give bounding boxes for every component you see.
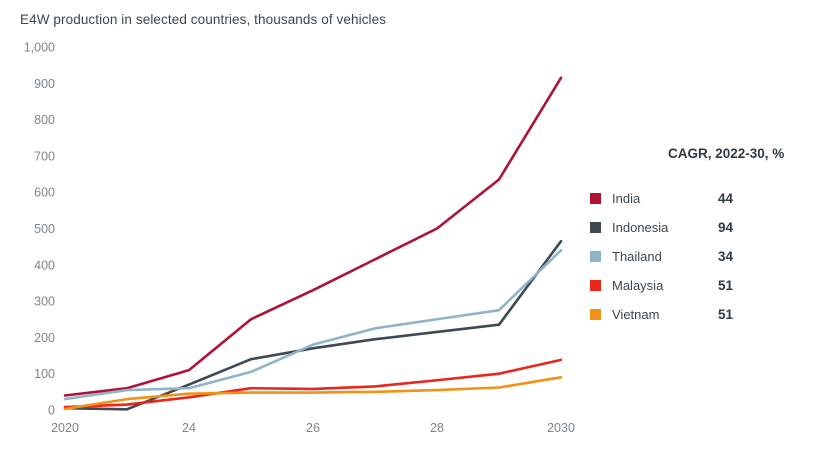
legend-swatch-icon xyxy=(590,251,601,262)
y-axis-tick-label: 500 xyxy=(34,222,55,236)
line-series-vietnam xyxy=(63,376,563,411)
legend-label: India xyxy=(612,191,641,206)
y-axis-tick-label: 600 xyxy=(34,186,55,200)
line-series-malaysia xyxy=(63,358,563,409)
line-series-thailand xyxy=(63,248,563,401)
legend-label: Thailand xyxy=(612,249,662,264)
legend-rows: India 44 Indonesia 94 Thailand 34 Malaysia 51 Vi… xyxy=(590,184,815,329)
legend-cagr-value: 34 xyxy=(718,249,734,264)
legend-swatch-icon xyxy=(590,222,601,233)
legend: CAGR, 2022-30, % India 44 Indonesia 94 Thail… xyxy=(590,146,815,329)
y-axis-tick-label: 1,000 xyxy=(24,41,55,55)
y-axis-tick-label: 300 xyxy=(34,295,55,309)
legend-swatch-icon xyxy=(590,280,601,291)
legend-cagr-value: 44 xyxy=(718,191,734,206)
legend-cagr-value: 51 xyxy=(718,307,734,322)
legend-swatch-icon xyxy=(590,193,601,204)
legend-cagr-value: 94 xyxy=(718,220,734,235)
legend-label: Vietnam xyxy=(612,307,660,322)
legend-row-vietnam: Vietnam 51 xyxy=(590,300,815,329)
legend-label: Malaysia xyxy=(612,278,664,293)
legend-row-thailand: Thailand 34 xyxy=(590,242,815,271)
x-axis-tick-label: 24 xyxy=(182,421,196,435)
y-axis-tick-label: 400 xyxy=(34,258,55,272)
legend-label: Indonesia xyxy=(612,220,669,235)
legend-row-india: India 44 xyxy=(590,184,815,213)
legend-row-indonesia: Indonesia 94 xyxy=(590,213,815,242)
x-axis-tick-label: 28 xyxy=(430,421,444,435)
legend-cagr-value: 51 xyxy=(718,278,734,293)
y-axis-tick-label: 200 xyxy=(34,331,55,345)
y-axis-tick-label: 100 xyxy=(34,367,55,381)
y-axis-tick-label: 800 xyxy=(34,113,55,127)
y-axis-tick-label: 0 xyxy=(48,404,55,418)
x-axis-tick-label: 26 xyxy=(306,421,320,435)
y-axis-tick-label: 900 xyxy=(34,77,55,91)
line-series-india xyxy=(63,76,563,397)
legend-header: CAGR, 2022-30, % xyxy=(668,146,785,161)
x-axis-tick-label: 2020 xyxy=(51,421,79,435)
chart-title: E4W production in selected countries, th… xyxy=(20,12,387,27)
x-axis-tick-label: 2030 xyxy=(547,421,575,435)
y-axis-tick-label: 700 xyxy=(34,149,55,163)
legend-row-malaysia: Malaysia 51 xyxy=(590,271,815,300)
legend-swatch-icon xyxy=(590,309,601,320)
